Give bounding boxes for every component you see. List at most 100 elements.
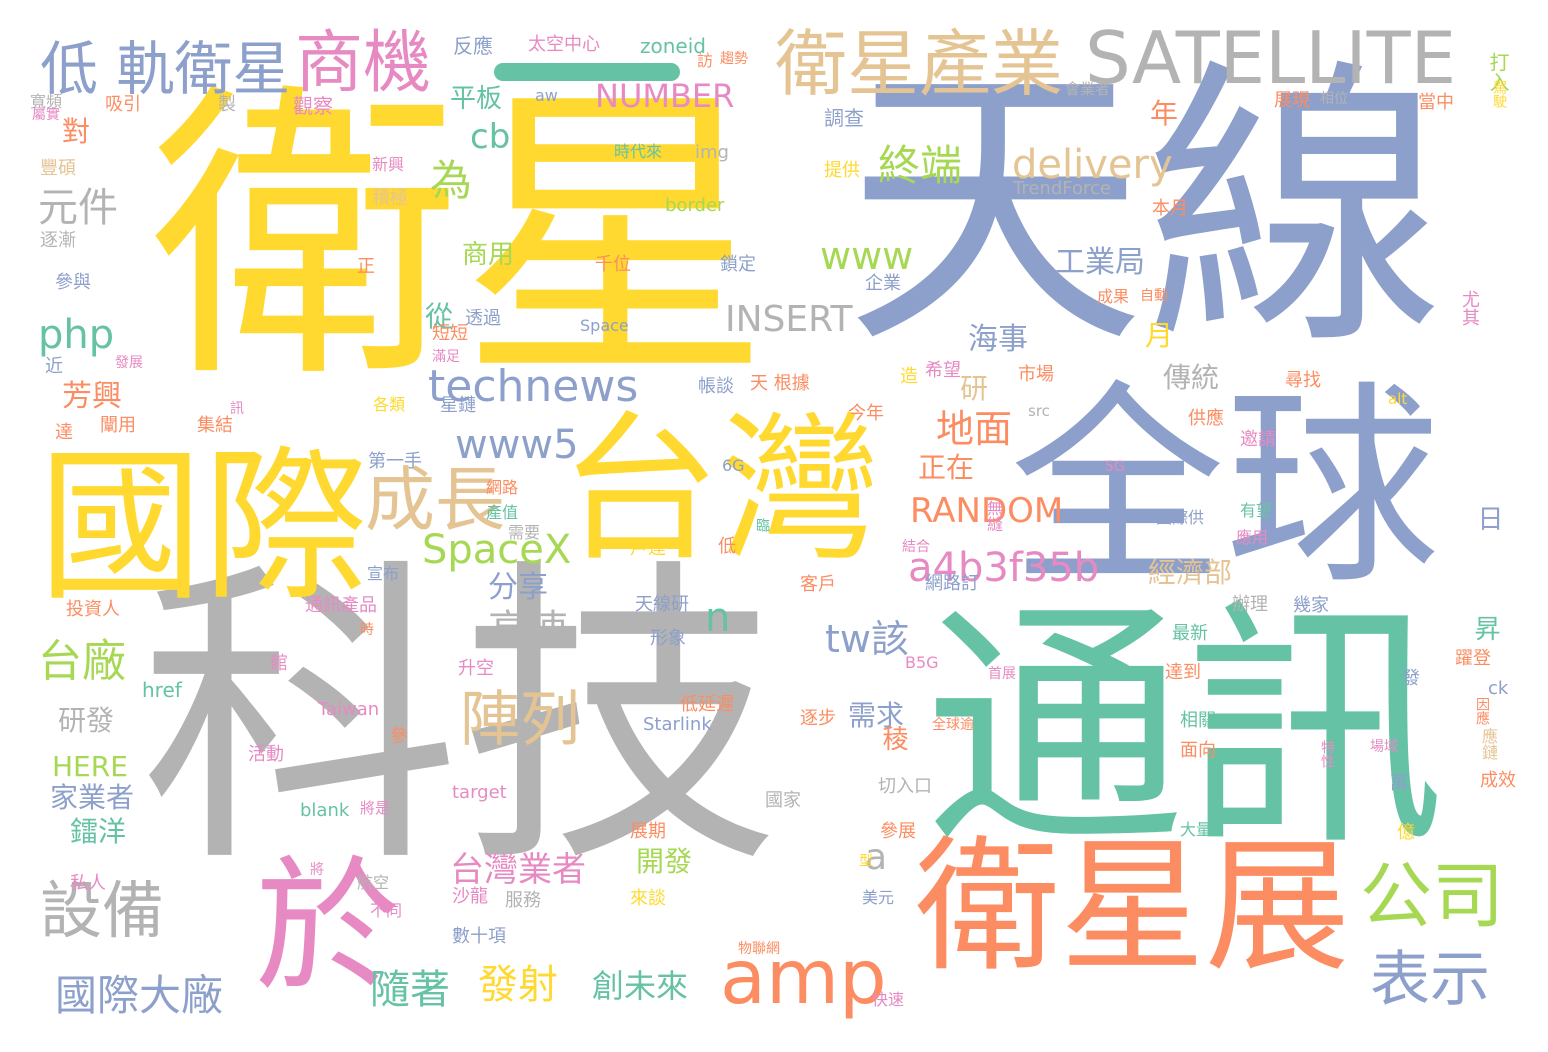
cloud-word: SATELLITE bbox=[1085, 16, 1457, 100]
cloud-word: technews bbox=[428, 361, 639, 412]
cloud-word: 相關 bbox=[1180, 710, 1216, 731]
cloud-word: 本月 bbox=[1152, 198, 1188, 219]
cloud-word: 低延遲 bbox=[680, 694, 734, 715]
cloud-word: 客戶 bbox=[800, 574, 836, 595]
cloud-word: 製 bbox=[218, 94, 236, 115]
cloud-word: 低 bbox=[718, 536, 736, 557]
cloud-word: 從 bbox=[425, 300, 454, 333]
cloud-word: 結合 bbox=[902, 539, 930, 555]
cloud-word: img bbox=[695, 142, 729, 163]
cloud-word: border bbox=[665, 195, 725, 216]
cloud-word: 幾家 bbox=[1293, 595, 1329, 616]
cloud-word: 會業者 bbox=[1065, 80, 1111, 98]
cloud-word: 因應 bbox=[1474, 697, 1490, 725]
cloud-word: n bbox=[705, 595, 731, 641]
cloud-word: 訪 bbox=[694, 52, 713, 68]
cloud-word: 正 bbox=[357, 256, 375, 277]
cloud-word: 萬 bbox=[1390, 773, 1408, 794]
cloud-word: 成長 bbox=[365, 459, 505, 541]
cloud-word: 場域 bbox=[1370, 739, 1398, 755]
cloud-word: amp bbox=[720, 933, 887, 1021]
cloud-word: 商用 bbox=[462, 240, 515, 270]
cloud-word: 億 bbox=[1394, 822, 1415, 840]
decorative-bar bbox=[494, 63, 680, 81]
cloud-word: alt bbox=[1388, 390, 1408, 408]
cloud-word: 發 bbox=[1399, 668, 1420, 686]
cloud-word: RANDOM bbox=[910, 491, 1064, 531]
cloud-word: 台灣 bbox=[560, 396, 881, 583]
cloud-word: 天 根據 bbox=[750, 373, 810, 394]
cloud-word: 美元 bbox=[862, 888, 895, 907]
cloud-word: 正在 bbox=[918, 451, 975, 484]
cloud-word: ck bbox=[1488, 678, 1509, 699]
cloud-word: 航空 bbox=[357, 873, 390, 892]
cloud-word: 數十項 bbox=[452, 926, 506, 947]
cloud-word: 來談 bbox=[630, 888, 666, 909]
cloud-word: 當中 bbox=[1418, 92, 1454, 113]
cloud-word: 稜 bbox=[878, 725, 908, 751]
cloud-word: 天線 bbox=[845, 35, 1445, 384]
cloud-word: 地面 bbox=[936, 407, 1013, 451]
cloud-word: 尤其 bbox=[1459, 290, 1480, 326]
cloud-word: aw bbox=[535, 86, 558, 105]
cloud-word: 最新 bbox=[1172, 623, 1208, 644]
cloud-word: 參展 bbox=[880, 821, 916, 842]
cloud-word: 駕駛 bbox=[1491, 80, 1507, 108]
cloud-word: 時 bbox=[360, 622, 374, 638]
cloud-word: www bbox=[820, 234, 914, 278]
cloud-word: 參與 bbox=[55, 272, 91, 293]
cloud-word: 網路訂 bbox=[925, 573, 979, 594]
cloud-word: 工業局 bbox=[1055, 245, 1145, 280]
cloud-word: 研 bbox=[960, 372, 989, 405]
cloud-word: cb bbox=[470, 117, 511, 157]
cloud-word: 於 bbox=[255, 843, 400, 1012]
cloud-word: 服務 bbox=[505, 890, 541, 911]
cloud-word: 隨著 bbox=[370, 967, 450, 1013]
cloud-word: 開發 bbox=[636, 845, 693, 878]
cloud-word: 台灣業者 bbox=[450, 850, 586, 890]
cloud-word: 時代來 bbox=[614, 142, 663, 161]
cloud-word: TrendForce bbox=[1013, 178, 1111, 199]
cloud-word: 形象 bbox=[650, 628, 686, 649]
cloud-word: 年 bbox=[1150, 97, 1179, 130]
cloud-word: a bbox=[865, 837, 888, 878]
cloud-word: 鐳洋 bbox=[70, 815, 127, 848]
cloud-word: 通訊 bbox=[925, 579, 1445, 881]
cloud-word: 通訊產品 bbox=[305, 595, 377, 616]
cloud-word: 需要 bbox=[508, 523, 541, 542]
cloud-word: 積極 bbox=[372, 188, 408, 209]
cloud-word: 陣列 bbox=[460, 685, 580, 755]
cloud-word: 逐步 bbox=[800, 708, 836, 729]
cloud-word: 逐漸 bbox=[40, 230, 76, 251]
cloud-word: 成效 bbox=[1480, 770, 1516, 791]
cloud-word: 需求 bbox=[848, 699, 905, 732]
cloud-word: 月 bbox=[1145, 319, 1174, 352]
cloud-word: 活動 bbox=[248, 744, 284, 765]
cloud-word: 商機 bbox=[295, 24, 432, 103]
cloud-word: 戶達 bbox=[630, 538, 666, 559]
cloud-word: php bbox=[38, 312, 115, 358]
cloud-word: 產值 bbox=[486, 503, 519, 522]
cloud-word: 有望 bbox=[1240, 501, 1273, 520]
cloud-word: 參 bbox=[390, 726, 408, 747]
cloud-word: 特性 bbox=[1319, 740, 1335, 768]
cloud-word: 型 bbox=[857, 853, 873, 867]
cloud-word: href bbox=[142, 678, 182, 702]
cloud-word: 短短 bbox=[432, 323, 468, 344]
cloud-word: 發展 bbox=[115, 355, 143, 371]
cloud-word: HERE bbox=[52, 750, 128, 783]
cloud-word: 闡用 bbox=[100, 415, 136, 436]
cloud-word: 今年 bbox=[848, 403, 884, 424]
cloud-word: 天線研 bbox=[635, 594, 689, 615]
cloud-word: 打入 bbox=[1486, 52, 1510, 92]
cloud-word: 家業者 bbox=[50, 781, 135, 814]
cloud-word: 終端 bbox=[878, 141, 963, 190]
cloud-word: Taiwan bbox=[318, 699, 380, 720]
cloud-word: 沙龍 bbox=[452, 886, 488, 907]
cloud-word: 台廠 bbox=[38, 636, 126, 687]
cloud-word: 為 bbox=[430, 156, 473, 205]
cloud-word: 集結 bbox=[197, 415, 233, 436]
cloud-word: 豐碩 bbox=[40, 158, 76, 179]
cloud-word: Starlink bbox=[643, 714, 712, 735]
